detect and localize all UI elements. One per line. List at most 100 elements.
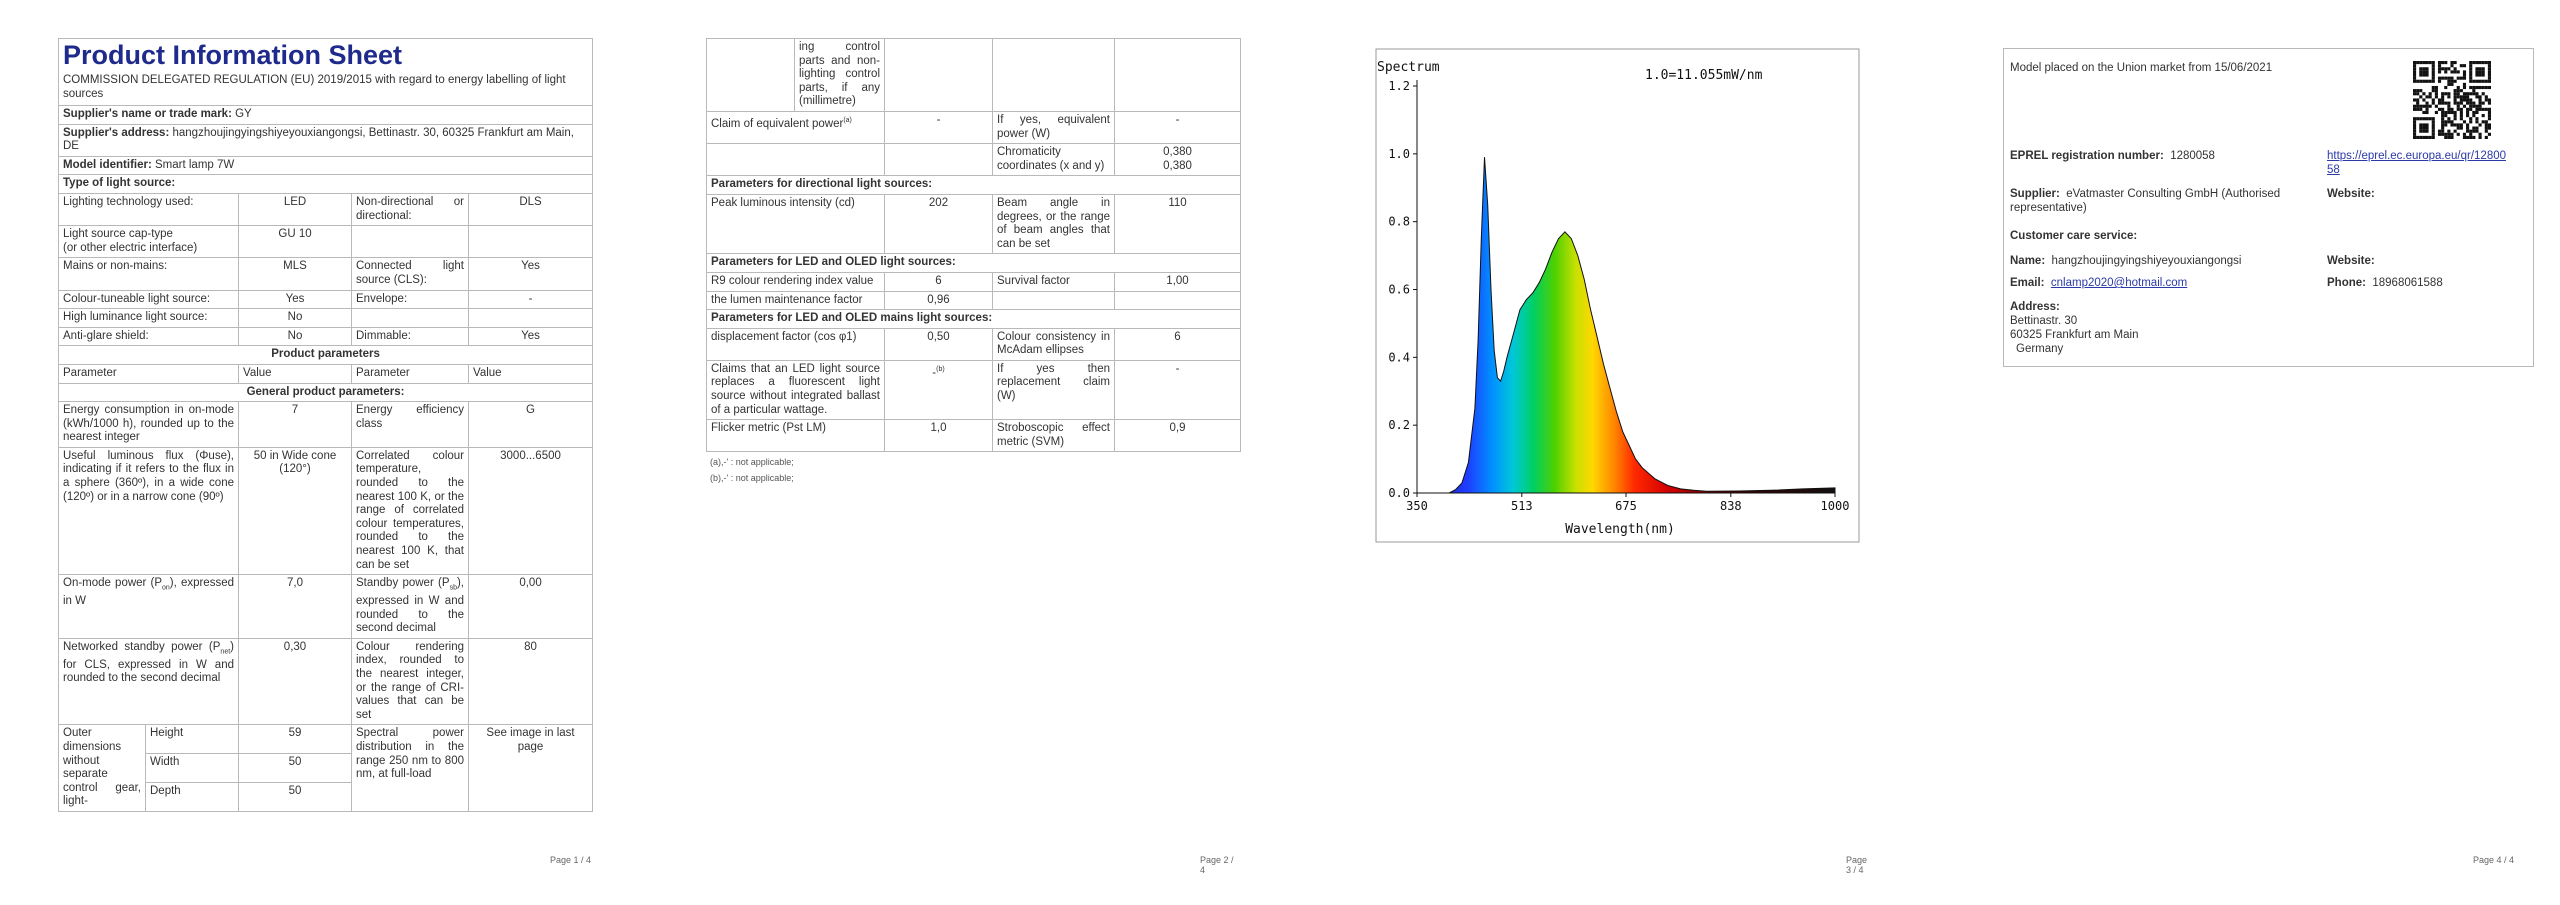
qr-code-icon (2413, 61, 2491, 139)
displacement-factor-value: 0,50 (884, 327, 993, 361)
spectrum-area (1417, 157, 1836, 494)
y-tick-label: 0.2 (1388, 418, 1410, 432)
product-info-sheet: Product Information Sheet COMMISSION DEL… (57, 38, 594, 813)
page-1: Product Information Sheet COMMISSION DEL… (57, 0, 594, 880)
peak-intensity-label: Peak luminous intensity (cd) (706, 193, 885, 255)
width-label: Width (145, 753, 239, 784)
eprel-value: 1280058 (2170, 150, 2215, 162)
networked-standby-label: Networked standby power (Pnet) for CLS, … (58, 637, 239, 726)
envelope-label: Envelope: (351, 289, 469, 310)
luminous-flux-value: 50 in Wide cone (120°) (238, 446, 352, 576)
chart-frame (1375, 48, 1860, 543)
cct-value: 3000...6500 (467, 446, 594, 576)
col-parameter-2: Parameter (351, 363, 469, 384)
market-date-text: Model placed on the Union market from 15… (2010, 62, 2273, 74)
page-number: Page 2 / 4 (1200, 855, 1234, 875)
peak-intensity-value: 202 (884, 193, 993, 255)
networked-standby-value: 0,30 (238, 637, 352, 726)
col-parameter: Parameter (58, 363, 239, 384)
page-2: ing control parts and non-lighting contr… (706, 0, 1241, 880)
standby-power-label: Standby power (Psb), expressed in W and … (351, 574, 469, 639)
x-tick-label: 675 (1615, 499, 1637, 513)
directional-label: Non-directional or directional: (351, 192, 469, 227)
dimmable-value: Yes (467, 326, 594, 347)
equivalent-power-label: If yes, equivalent power (W) (992, 110, 1115, 145)
efficiency-class-label: Energy efficiency class (351, 401, 469, 448)
beam-angle-label: Beam angle in degrees, or the range of b… (992, 193, 1115, 255)
tech-label: Lighting technology used: (58, 192, 239, 227)
tuneable-label: Colour-tuneable light source: (58, 289, 239, 310)
spectral-distribution-label: Spectral power distribution in the range… (351, 724, 469, 813)
depth-label: Depth (145, 782, 239, 813)
directional-heading: Parameters for directional light sources… (706, 175, 1241, 195)
page-4: Model placed on the Union market from 15… (2003, 0, 2534, 880)
tech-value: LED (238, 192, 352, 227)
flicker-value: 1,0 (884, 419, 993, 453)
tuneable-value: Yes (238, 289, 352, 310)
cap-type-value: GU 10 (238, 225, 352, 259)
cct-label: Correlated colour temperature, rounded t… (351, 446, 469, 576)
mains-value: MLS (238, 257, 352, 291)
chromaticity-label: Chromaticity coordinates (x and y) (992, 143, 1115, 177)
y-tick-label: 1.2 (1388, 79, 1410, 93)
anti-glare-value: No (238, 326, 352, 347)
replacement-watt-value: - (1114, 359, 1241, 421)
survival-factor-value: 1,00 (1114, 271, 1241, 292)
supplier-label: Supplier: (2010, 188, 2060, 200)
eprel-label: EPREL registration number: (2010, 150, 2164, 162)
lumen-maintenance-value: 0,96 (884, 290, 993, 311)
email-link[interactable]: cnlamp2020@hotmail.com (2050, 277, 2188, 289)
chromaticity-x: 0,380 (1163, 146, 1192, 159)
model-identifier-value: Smart lamp 7W (155, 158, 235, 171)
phone-label: Phone: (2327, 277, 2366, 289)
eprel-link[interactable]: https://eprel.ec.europa.eu/qr/1280058 (2327, 150, 2507, 176)
x-axis-label: Wavelength(nm) (1565, 522, 1675, 537)
page-number: Page 4 / 4 (2473, 855, 2515, 865)
x-tick-label: 513 (1511, 499, 1533, 513)
footnote-a: (a),-' : not applicable; (710, 457, 794, 468)
connected-value: Yes (467, 257, 594, 291)
beam-angle-value: 110 (1114, 193, 1241, 255)
spectral-distribution-value: See image in last page (467, 724, 594, 813)
colour-consistency-value: 6 (1114, 327, 1241, 361)
flicker-label: Flicker metric (Pst LM) (706, 419, 885, 453)
page-title: Product Information Sheet (63, 40, 403, 70)
dimmable-label: Dimmable: (351, 326, 469, 347)
survival-factor-label: Survival factor (992, 271, 1115, 292)
address-label: Address: (2010, 301, 2060, 313)
registration-card: Model placed on the Union market from 15… (2003, 48, 2534, 367)
standby-power-value: 0,00 (467, 574, 594, 639)
y-tick-label: 1.0 (1388, 147, 1410, 161)
envelope-value: - (467, 289, 594, 310)
energy-consumption-label: Energy consumption in on-mode (kWh/1000 … (58, 401, 239, 448)
website-label-2: Website: (2327, 255, 2375, 267)
high-luminance-value: No (238, 308, 352, 328)
cap-type-label: Light source cap-type (63, 228, 173, 241)
y-tick-label: 0.0 (1388, 486, 1410, 500)
supplier-value: eVatmaster Consulting GmbH (Authorised r… (2010, 188, 2281, 214)
address-line-1: Bettinastr. 30 (2010, 315, 2078, 327)
led-heading: Parameters for LED and OLED light source… (706, 253, 1241, 273)
width-value: 50 (238, 753, 352, 784)
footnote-b: (b),-' : not applicable; (710, 473, 794, 484)
supplier-address-value: hangzhoujingyingshiyeyouxiangongsi, Bett… (63, 126, 574, 153)
phone-value: 18968061588 (2372, 277, 2443, 289)
email-label: Email: (2010, 277, 2045, 289)
outer-dimensions-label: Outer dimensions without separate contro… (58, 724, 146, 813)
chart-title: Spectrum (1377, 60, 1440, 75)
chart-scale-note: 1.0=11.055mW/nm (1645, 68, 1763, 83)
equivalent-power-value: - (1114, 110, 1241, 145)
x-tick-label: 838 (1720, 499, 1742, 513)
connected-label: Connected light source (CLS): (351, 257, 469, 291)
name-label: Name: (2010, 255, 2046, 267)
general-parameters-heading: General product parameters: (57, 382, 594, 403)
replacement-claim-value: -(b) (884, 359, 993, 421)
address-line-3: Germany (2016, 343, 2064, 355)
regulation-text: COMMISSION DELEGATED REGULATION (EU) 201… (63, 74, 566, 100)
customer-care-label: Customer care service: (2010, 230, 2138, 242)
page-3: Spectrum 1.0=11.055mW/nm 0.0 0.2 0.4 0.6 0.8… (1375, 0, 1867, 880)
mains-label: Mains or non-mains: (58, 257, 239, 291)
spectrum-chart: Spectrum 1.0=11.055mW/nm 0.0 0.2 0.4 0.6 0.8… (1375, 48, 1860, 543)
efficiency-class-value: G (467, 401, 594, 448)
model-identifier-label: Model identifier: (63, 158, 152, 171)
